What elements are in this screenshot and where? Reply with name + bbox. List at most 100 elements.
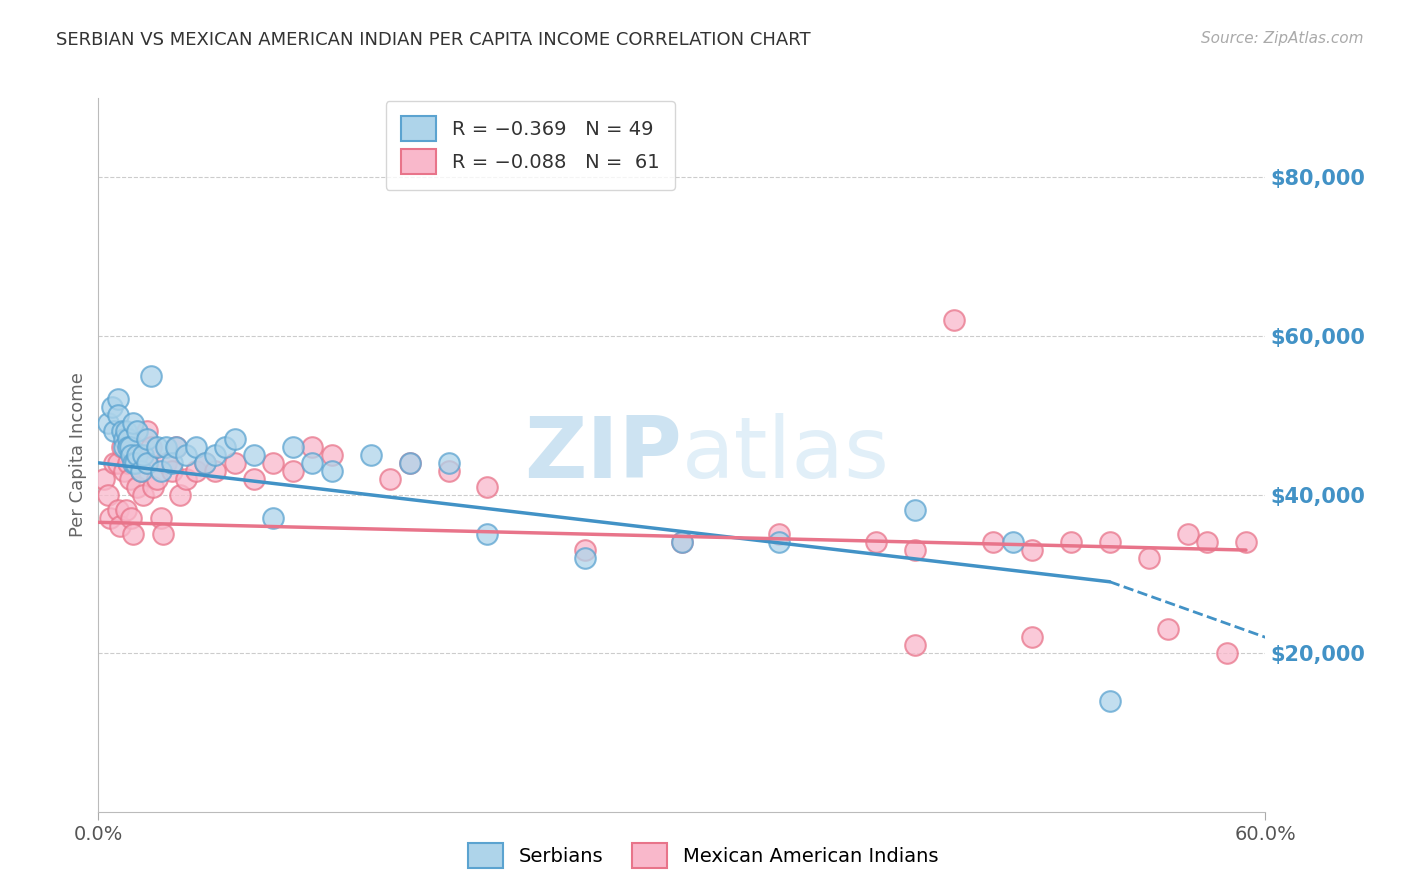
- Y-axis label: Per Capita Income: Per Capita Income: [69, 373, 87, 537]
- Point: [378, 472, 402, 486]
- Point: [1060, 535, 1083, 549]
- Point: [1137, 551, 1160, 566]
- Point: [1098, 694, 1121, 708]
- Point: [122, 456, 145, 470]
- Point: [107, 409, 129, 423]
- Point: [103, 456, 125, 470]
- Text: atlas: atlas: [682, 413, 890, 497]
- Point: [114, 503, 136, 517]
- Point: [194, 456, 217, 470]
- Point: [139, 368, 162, 383]
- Point: [112, 464, 135, 478]
- Point: [97, 416, 120, 430]
- Point: [127, 480, 149, 494]
- Point: [117, 456, 139, 470]
- Point: [1001, 535, 1024, 549]
- Point: [122, 416, 145, 430]
- Point: [132, 448, 155, 462]
- Point: [98, 511, 121, 525]
- Point: [281, 440, 304, 454]
- Point: [184, 440, 207, 454]
- Point: [204, 464, 226, 478]
- Point: [398, 456, 420, 470]
- Point: [768, 535, 790, 549]
- Point: [136, 432, 159, 446]
- Point: [437, 456, 460, 470]
- Point: [121, 448, 143, 462]
- Point: [437, 464, 460, 478]
- Point: [107, 456, 129, 470]
- Point: [127, 448, 149, 462]
- Point: [904, 638, 927, 652]
- Point: [262, 511, 284, 525]
- Point: [112, 432, 135, 446]
- Point: [152, 527, 174, 541]
- Point: [1157, 623, 1180, 637]
- Point: [174, 448, 197, 462]
- Point: [1215, 646, 1237, 660]
- Point: [281, 464, 304, 478]
- Point: [107, 503, 129, 517]
- Point: [301, 440, 323, 454]
- Point: [768, 527, 790, 541]
- Point: [865, 535, 887, 549]
- Text: ZIP: ZIP: [524, 413, 682, 497]
- Point: [129, 464, 152, 478]
- Legend: Serbians, Mexican American Indians: Serbians, Mexican American Indians: [458, 833, 948, 878]
- Point: [1234, 535, 1257, 549]
- Point: [136, 456, 159, 470]
- Point: [139, 440, 162, 454]
- Point: [101, 401, 124, 415]
- Point: [114, 424, 136, 438]
- Point: [1177, 527, 1199, 541]
- Point: [146, 472, 169, 486]
- Point: [107, 392, 129, 407]
- Point: [184, 464, 207, 478]
- Point: [477, 480, 499, 494]
- Point: [129, 464, 152, 478]
- Point: [112, 440, 135, 454]
- Point: [301, 456, 323, 470]
- Point: [1021, 630, 1043, 644]
- Point: [1021, 543, 1043, 558]
- Point: [155, 456, 177, 470]
- Point: [127, 424, 149, 438]
- Point: [904, 543, 927, 558]
- Point: [243, 448, 266, 462]
- Point: [1098, 535, 1121, 549]
- Point: [174, 472, 197, 486]
- Point: [169, 487, 191, 501]
- Point: [122, 527, 145, 541]
- Point: [155, 440, 177, 454]
- Point: [981, 535, 1004, 549]
- Point: [93, 472, 115, 486]
- Point: [1195, 535, 1218, 549]
- Point: [118, 440, 141, 454]
- Point: [117, 432, 139, 446]
- Point: [124, 456, 146, 470]
- Point: [574, 543, 596, 558]
- Point: [321, 448, 343, 462]
- Point: [165, 440, 187, 454]
- Point: [111, 424, 134, 438]
- Point: [132, 487, 155, 501]
- Point: [321, 464, 343, 478]
- Point: [574, 551, 596, 566]
- Point: [111, 440, 134, 454]
- Point: [360, 448, 382, 462]
- Point: [243, 472, 266, 486]
- Point: [671, 535, 693, 549]
- Point: [146, 440, 169, 454]
- Point: [118, 472, 141, 486]
- Point: [262, 456, 284, 470]
- Point: [214, 440, 236, 454]
- Point: [97, 487, 120, 501]
- Point: [142, 480, 165, 494]
- Point: [149, 511, 172, 525]
- Point: [108, 519, 131, 533]
- Point: [671, 535, 693, 549]
- Point: [165, 440, 187, 454]
- Point: [904, 503, 927, 517]
- Point: [149, 464, 172, 478]
- Point: [136, 424, 159, 438]
